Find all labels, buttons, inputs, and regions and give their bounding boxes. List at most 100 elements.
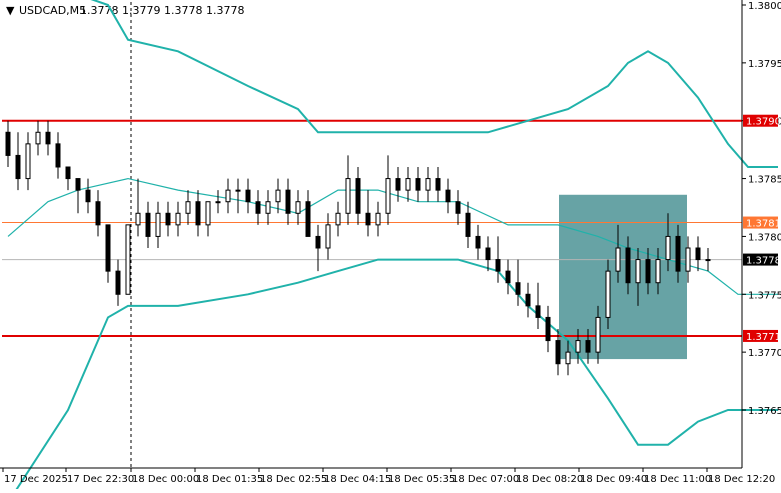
candle[interactable] bbox=[525, 282, 531, 318]
candle[interactable] bbox=[145, 201, 151, 248]
candle[interactable] bbox=[505, 259, 511, 295]
candle[interactable] bbox=[645, 248, 651, 295]
collapse-arrow-icon[interactable]: ▼ bbox=[6, 4, 15, 17]
candle[interactable] bbox=[685, 236, 691, 283]
candle-body bbox=[675, 235, 681, 272]
candle[interactable] bbox=[495, 236, 501, 283]
candle[interactable] bbox=[235, 178, 241, 214]
candle[interactable] bbox=[275, 178, 281, 214]
candle[interactable] bbox=[245, 178, 251, 214]
x-tick-label: 18 Dec 09:40 bbox=[580, 474, 647, 485]
candle[interactable] bbox=[585, 329, 591, 364]
candle[interactable] bbox=[535, 282, 541, 329]
candle[interactable] bbox=[655, 248, 661, 295]
candle[interactable] bbox=[25, 132, 31, 191]
candle[interactable] bbox=[65, 166, 71, 191]
candle-body bbox=[35, 131, 41, 145]
candle[interactable] bbox=[75, 178, 81, 214]
candle[interactable] bbox=[215, 190, 221, 214]
y-tick-label: 1.3785 bbox=[748, 175, 781, 186]
candle[interactable] bbox=[375, 201, 381, 237]
candle[interactable] bbox=[325, 213, 331, 260]
price-level-label: 1.3790 bbox=[746, 117, 781, 128]
candle[interactable] bbox=[45, 120, 51, 156]
candle-body bbox=[105, 224, 111, 272]
candle[interactable] bbox=[385, 155, 391, 225]
candle[interactable] bbox=[55, 132, 61, 179]
candle[interactable] bbox=[425, 167, 431, 202]
candle[interactable] bbox=[515, 259, 521, 306]
candle-body bbox=[665, 235, 671, 261]
candle[interactable] bbox=[605, 259, 611, 329]
x-tick-label: 18 Dec 07:00 bbox=[452, 474, 519, 485]
candle-body bbox=[195, 201, 201, 226]
candle[interactable] bbox=[435, 167, 441, 202]
candle[interactable] bbox=[625, 236, 631, 295]
candle-body bbox=[655, 259, 661, 284]
candle-body bbox=[95, 201, 101, 226]
candle[interactable] bbox=[95, 190, 101, 237]
candle-body bbox=[385, 178, 391, 214]
candle[interactable] bbox=[165, 201, 171, 237]
candle[interactable] bbox=[175, 201, 181, 237]
candle[interactable] bbox=[125, 224, 131, 295]
candle[interactable] bbox=[565, 340, 571, 376]
candle[interactable] bbox=[185, 190, 191, 225]
candle-body bbox=[485, 247, 491, 261]
candle[interactable] bbox=[115, 259, 121, 306]
candle[interactable] bbox=[445, 178, 451, 214]
candle[interactable] bbox=[545, 305, 551, 353]
price-level-label: 1.3771 bbox=[746, 332, 781, 343]
x-tick-label: 17 Dec 2025 bbox=[4, 474, 68, 485]
candle[interactable] bbox=[485, 236, 491, 272]
candle[interactable] bbox=[35, 120, 41, 156]
candle[interactable] bbox=[195, 190, 201, 237]
candle[interactable] bbox=[555, 329, 561, 376]
candle[interactable] bbox=[345, 155, 351, 225]
candle[interactable] bbox=[665, 213, 671, 272]
candle[interactable] bbox=[305, 190, 311, 237]
candle[interactable] bbox=[5, 120, 11, 167]
candle[interactable] bbox=[335, 201, 341, 237]
candle[interactable] bbox=[455, 190, 461, 225]
candle[interactable] bbox=[465, 201, 471, 248]
candle[interactable] bbox=[265, 190, 271, 225]
candle[interactable] bbox=[595, 305, 601, 364]
candle[interactable] bbox=[635, 248, 641, 306]
candle[interactable] bbox=[135, 178, 141, 237]
candle[interactable] bbox=[475, 224, 481, 260]
candle[interactable] bbox=[155, 201, 161, 248]
candle[interactable] bbox=[365, 190, 371, 237]
candle[interactable] bbox=[395, 167, 401, 202]
candle[interactable] bbox=[205, 201, 211, 237]
candle[interactable] bbox=[405, 167, 411, 202]
candle[interactable] bbox=[575, 329, 581, 364]
candle[interactable] bbox=[675, 224, 681, 283]
candle[interactable] bbox=[315, 224, 321, 272]
candle-body bbox=[5, 131, 11, 156]
x-tick-label: 18 Dec 08:20 bbox=[516, 474, 583, 485]
candle[interactable] bbox=[415, 167, 421, 202]
y-tick-label: 1.3770 bbox=[748, 348, 781, 359]
candle[interactable] bbox=[225, 178, 231, 214]
candle-body bbox=[395, 178, 401, 191]
x-tick-label: 18 Dec 01:35 bbox=[196, 474, 263, 485]
candle[interactable] bbox=[695, 236, 701, 272]
candle[interactable] bbox=[285, 178, 291, 225]
candle-body bbox=[335, 212, 341, 226]
candle[interactable] bbox=[15, 132, 21, 191]
x-tick-label: 18 Dec 00:00 bbox=[132, 474, 199, 485]
candle[interactable] bbox=[705, 248, 711, 272]
candle[interactable] bbox=[615, 224, 621, 283]
candle[interactable] bbox=[295, 190, 301, 225]
candle[interactable] bbox=[85, 178, 91, 214]
candle[interactable] bbox=[355, 167, 361, 225]
candle-body bbox=[315, 235, 321, 249]
candle-body bbox=[225, 189, 231, 203]
candle-body bbox=[415, 178, 421, 191]
candle-body bbox=[525, 293, 531, 307]
candle[interactable] bbox=[105, 224, 111, 283]
candle[interactable] bbox=[255, 190, 261, 225]
